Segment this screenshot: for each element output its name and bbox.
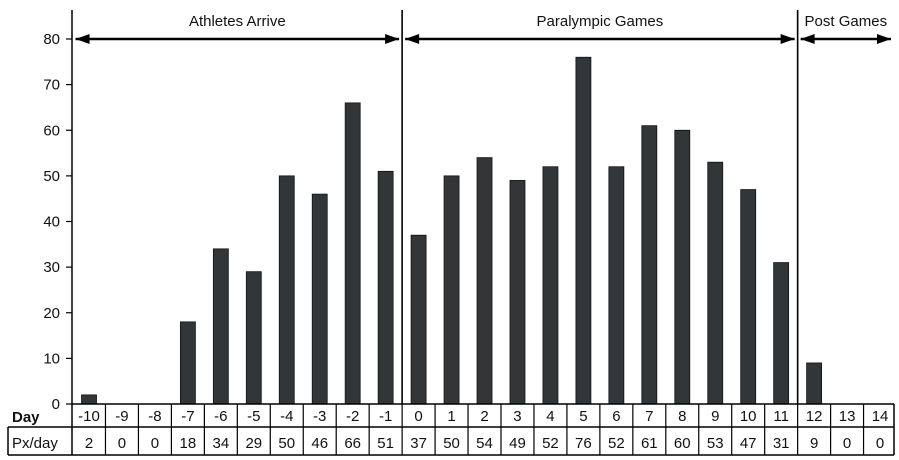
bar [311,193,328,405]
table-cell-px-per-day: 18 [180,435,197,452]
y-tick-label: 20 [43,305,60,322]
y-tick-label: 50 [43,168,60,185]
table-cell-px-per-day: 49 [509,435,526,452]
bar [443,175,460,405]
table-cell-px-per-day: 46 [311,435,328,452]
table-cell-px-per-day: 0 [843,435,851,452]
bar [641,125,658,405]
phase-arrow-left-head [405,34,420,44]
bar [245,271,262,405]
y-tick-label: 80 [43,31,60,48]
bar [377,170,394,405]
phase-arrow-left-head [75,34,90,44]
bar [608,166,625,405]
table-cell-px-per-day: 9 [810,435,818,452]
axis-layer: 0 10 20 30 40 50 60 70 80 [43,10,73,455]
table-cell-day: 12 [806,408,823,425]
bar [740,189,757,405]
table-cell-day: 3 [513,408,521,425]
table-cell-px-per-day: 52 [608,435,625,452]
bar [674,129,691,405]
table-cell-day: -10 [78,408,100,425]
table-cell-px-per-day: 29 [245,435,262,452]
table-row-label-day: Day [12,409,40,426]
bar [344,102,361,405]
table-cell-day: 10 [740,408,757,425]
table-cell-day: -6 [214,408,227,425]
table-cell-day: -5 [247,408,260,425]
y-tick-label: 40 [43,214,60,231]
table-cell-px-per-day: 53 [707,435,724,452]
table-cell-day: 11 [773,408,789,425]
table-cell-px-per-day: 0 [118,435,126,452]
phase-arrow-right-head [385,34,400,44]
table-cell-day: -9 [115,408,128,425]
bar [410,234,427,405]
table-cell-day: -3 [313,408,326,425]
table-cell-px-per-day: 52 [542,435,559,452]
table-cell-day: 13 [839,408,856,425]
table-cell-day: -2 [346,408,359,425]
table-cell-day: -7 [181,408,194,425]
table-cell-px-per-day: 50 [278,435,295,452]
bar [476,157,493,405]
phase-arrow-right-head [780,34,795,44]
table-row-label-px-per-day: Px/day [12,435,58,452]
phase-arrow-left-head [800,34,815,44]
table-cell-day: 2 [480,408,488,425]
phase-label: Paralympic Games [537,13,664,30]
bar [278,175,295,405]
bar [806,362,823,405]
table-cell-px-per-day: 31 [773,435,790,452]
table-cell-px-per-day: 60 [674,435,691,452]
table-cell-px-per-day: 50 [443,435,460,452]
bar [707,161,724,405]
table-cell-px-per-day: 54 [476,435,493,452]
table-cell-day: 4 [546,408,554,425]
table-cell-px-per-day: 51 [377,435,394,452]
table-cell-px-per-day: 2 [85,435,93,452]
y-tick-label: 30 [43,259,60,276]
y-tick-label: 70 [43,77,60,94]
bar [542,166,559,405]
table-cell-px-per-day: 66 [344,435,361,452]
bar-layer [81,56,823,405]
table-cell-day: 7 [645,408,653,425]
bar [81,394,97,405]
phase-label: Post Games [805,13,888,30]
table-cell-day: 6 [612,408,620,425]
table-cell-px-per-day: 76 [575,435,592,452]
table-cell-day: -4 [280,408,293,425]
y-tick-label: 10 [43,350,60,367]
phase-layer: Athletes Arrive Paralympic Games Post Game… [75,10,891,404]
table-cell-px-per-day: 0 [151,435,159,452]
bar [212,248,229,405]
table-cell-day: 1 [447,408,455,425]
y-tick-label: 0 [52,396,60,413]
y-tick-label: 60 [43,122,60,139]
table-cell-px-per-day: 0 [876,435,884,452]
table-cell-px-per-day: 61 [641,435,658,452]
table-cell-day: 9 [711,408,719,425]
table-cell-day: 8 [678,408,686,425]
bar [575,56,592,405]
phase-label: Athletes Arrive [189,13,286,30]
bar [179,321,196,405]
table-cell-day: -1 [379,408,392,425]
table-cell-day: 0 [414,408,422,425]
bar [773,262,790,405]
table-cell-px-per-day: 37 [410,435,427,452]
table-cell-day: -8 [148,408,161,425]
phase-arrow-right-head [877,34,891,44]
table-cell-day: 5 [579,408,587,425]
table-cell-px-per-day: 47 [740,435,757,452]
table-cell-px-per-day: 34 [212,435,229,452]
day-table: DayPx/day-102-90-80-718-634-529-450-346-… [7,403,895,456]
bar [509,180,526,405]
table-cell-day: 14 [872,408,889,425]
